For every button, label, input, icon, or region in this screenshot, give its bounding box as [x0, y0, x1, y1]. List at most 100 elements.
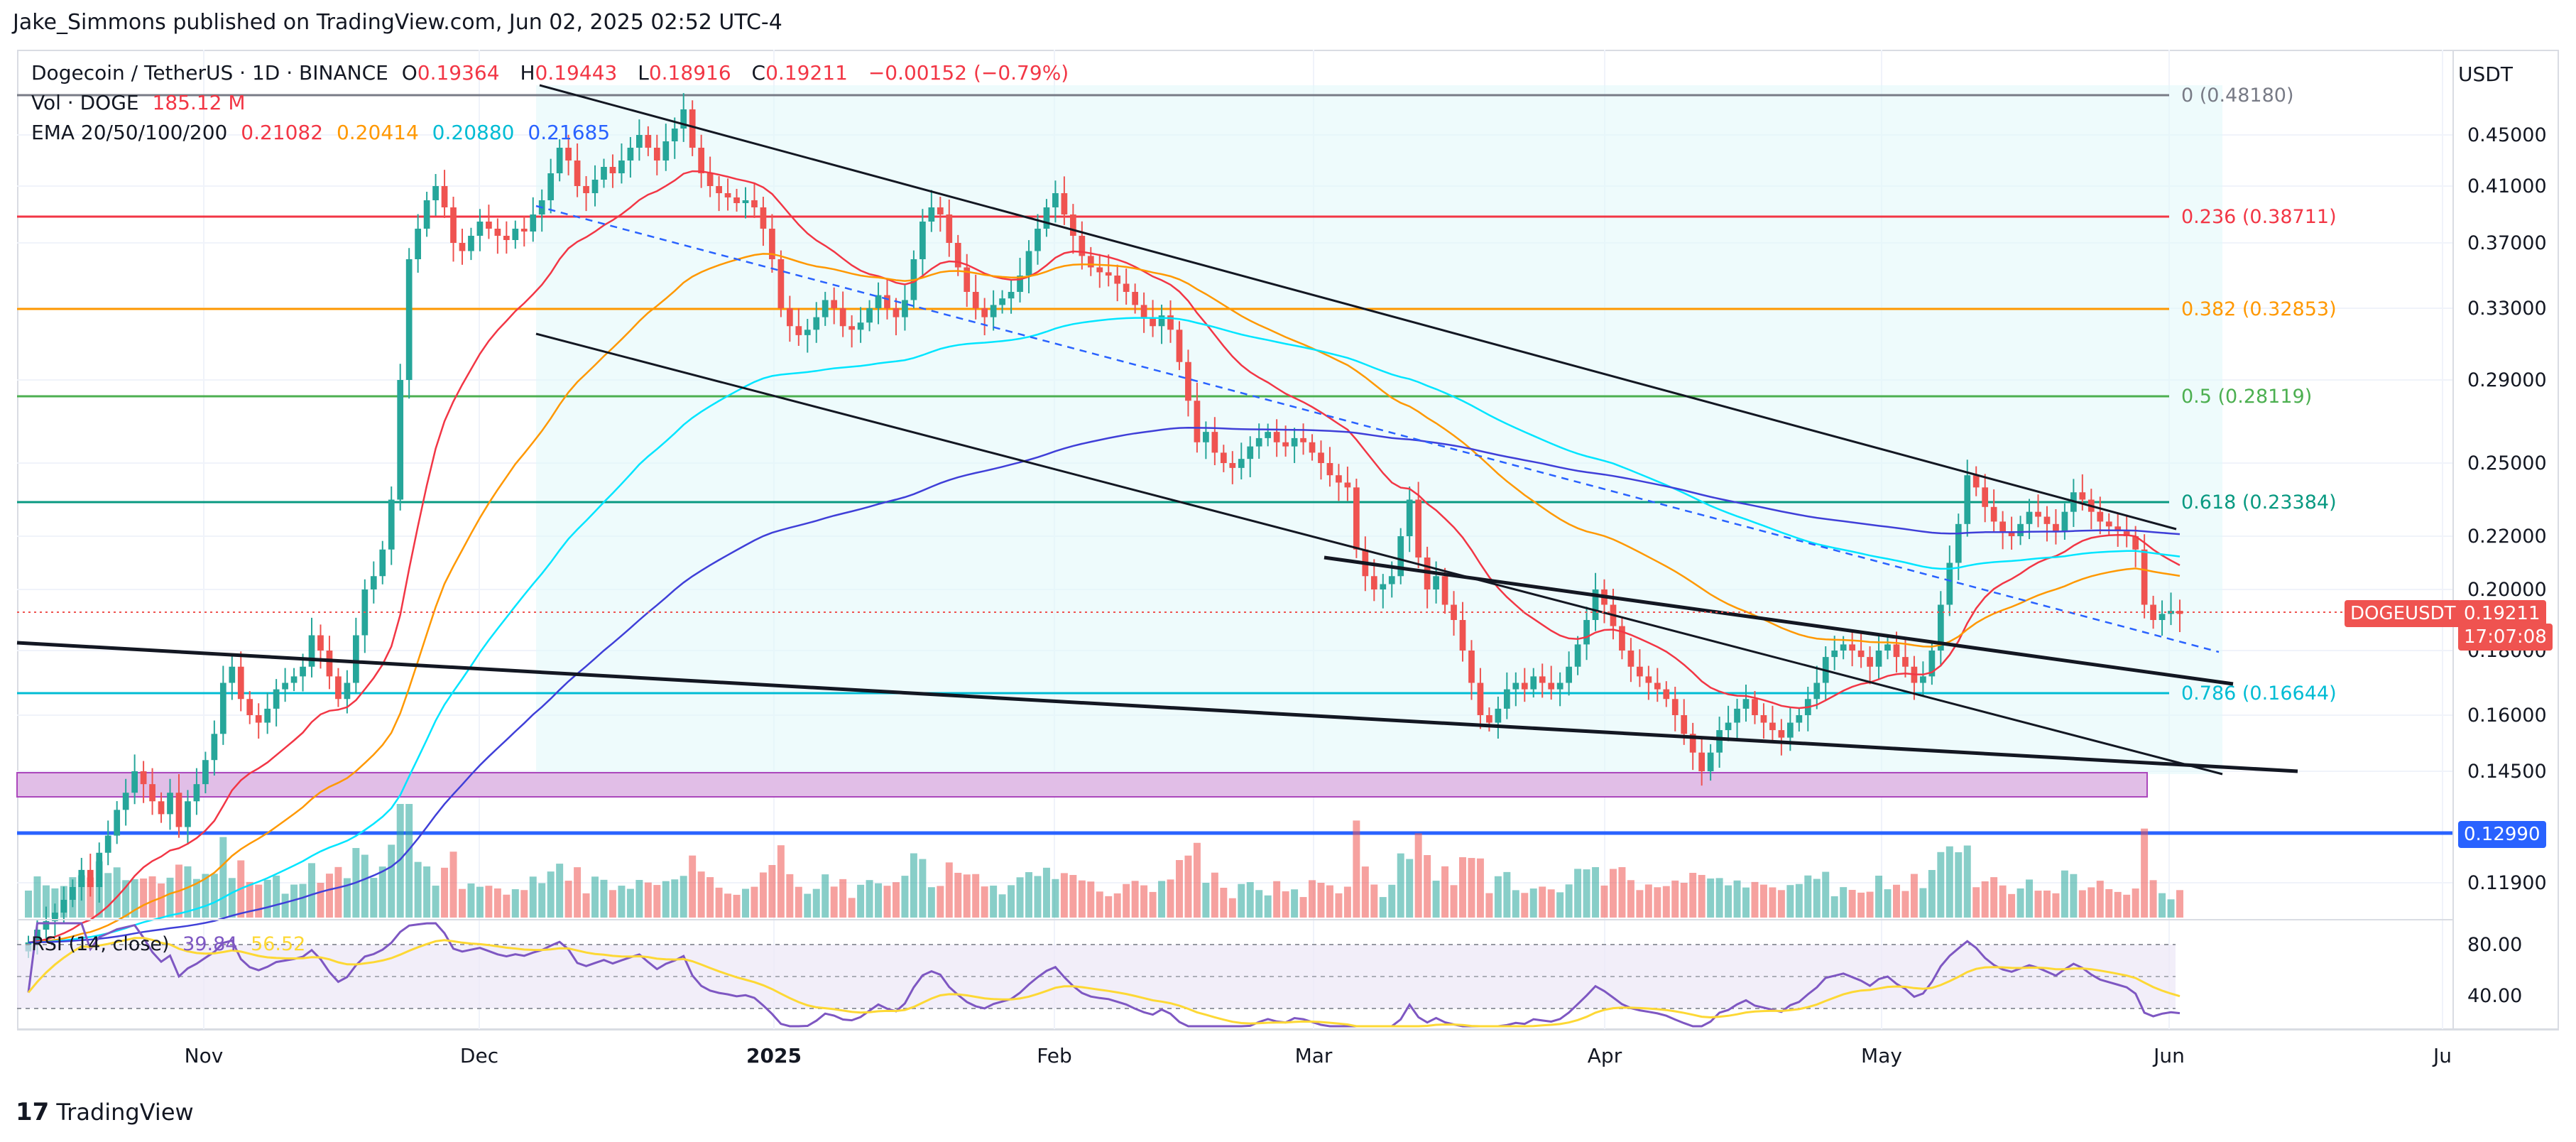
candle-body [1220, 452, 1227, 463]
volume-bar [919, 859, 927, 918]
volume-bar [192, 879, 200, 918]
volume-bar [2123, 894, 2131, 918]
candle-body [2017, 523, 2024, 536]
candle-body [520, 229, 528, 232]
volume-bar [1795, 883, 1803, 918]
price-axis-label: 0.20000 [2467, 579, 2547, 601]
volume-bar [2159, 893, 2166, 918]
volume-bar [459, 888, 466, 918]
candle-body [1052, 193, 1059, 207]
time-axis-label: Jun [2152, 1044, 2185, 1067]
volume-bar [273, 875, 280, 918]
volume-bar [910, 853, 917, 918]
candle-body [689, 109, 696, 148]
volume-bar [396, 804, 404, 918]
volume-bar [1317, 883, 1325, 918]
volume-bar [777, 845, 785, 918]
candle-body [1548, 683, 1555, 690]
volume-bar [1972, 887, 1980, 918]
candle-body [1025, 251, 1032, 276]
candle-body [822, 300, 829, 317]
volume-bar [653, 885, 661, 918]
volume-bar [1485, 893, 1493, 918]
volume-bar [2016, 888, 2024, 918]
volume-bar [1167, 879, 1174, 918]
candle-body [335, 676, 342, 700]
candle-body [1920, 676, 1926, 683]
candle-body [990, 305, 997, 317]
candle-body [1867, 657, 1873, 667]
candle-body [2008, 531, 2015, 536]
volume-bars [25, 804, 2183, 918]
volume-bar [33, 876, 41, 918]
candle-body [2141, 549, 2148, 605]
volume-bar [414, 861, 422, 918]
candle-body [706, 173, 714, 186]
volume-bar [1246, 882, 1254, 918]
time-axis-label: May [1861, 1044, 1902, 1067]
ema-legend[interactable]: EMA 20/50/100/200 0.21082 0.20414 0.2088… [31, 121, 617, 144]
candle-body [158, 801, 165, 815]
rsi-legend[interactable]: RSI (14, close) 39.84 56.52 [31, 933, 312, 955]
candle-body [1353, 487, 1360, 550]
candle-body [1840, 644, 1847, 651]
candle-body [282, 683, 288, 690]
volume-bar [148, 876, 156, 918]
volume-bar [1131, 881, 1139, 918]
volume-bar [467, 883, 475, 918]
volume-bar [1105, 896, 1113, 918]
candle-body [1291, 437, 1298, 447]
price-axis-label: 0.14500 [2467, 761, 2547, 783]
candle-body [264, 708, 271, 723]
candle-body [653, 148, 660, 161]
candle-body [1380, 584, 1387, 589]
candle-body [857, 322, 864, 330]
volume-bar [1353, 820, 1360, 918]
volume-bar [1893, 884, 1900, 918]
volume-legend[interactable]: Vol · DOGE 185.12 M [31, 91, 253, 114]
volume-bar [1609, 869, 1617, 918]
candle-body [1309, 442, 1316, 453]
volume-bar [2105, 888, 2113, 918]
volume-bar [1370, 884, 1378, 918]
candle-body [1096, 267, 1103, 273]
candle-body [1238, 459, 1245, 468]
volume-bar [1264, 895, 1272, 918]
volume-bar [1034, 876, 1042, 918]
price-axis-label: 0.16000 [2467, 705, 2547, 727]
candle-body [1707, 752, 1714, 771]
currency-label[interactable]: USDT [2458, 62, 2513, 86]
candle-body [1150, 317, 1156, 327]
rsi-line [27, 922, 2181, 1028]
ema-100-line [28, 317, 2181, 944]
candle-body [1229, 463, 1236, 468]
candle-body [1495, 708, 1502, 723]
candle-body [627, 148, 634, 161]
symbol-legend[interactable]: Dogecoin / TetherUS · 1D · BINANCE O0.19… [31, 61, 1076, 85]
brand-name: TradingView [56, 1099, 194, 1126]
volume-bar [1786, 885, 1794, 918]
volume-bar [857, 884, 865, 918]
fib-level-label: 0.618 (0.23384) [2181, 491, 2337, 513]
candle-body [769, 229, 775, 259]
rsi-ma-value: 56.52 [251, 933, 306, 955]
candle-body [1972, 475, 1980, 488]
candle-body [34, 930, 40, 942]
volume-bar [51, 888, 59, 918]
candle-body [96, 852, 103, 887]
volume-bar [343, 878, 351, 918]
candle-body [2114, 526, 2122, 532]
volume-bar [689, 855, 697, 918]
support-price-tag: 0.12990 [2458, 821, 2546, 848]
volume-bar [591, 876, 599, 918]
volume-bar [1184, 855, 1192, 918]
tradingview-logo[interactable]: 17 TradingView [16, 1098, 194, 1126]
candle-body [777, 259, 785, 308]
candle-body [1468, 651, 1475, 683]
candle-body [300, 666, 306, 677]
candle-body [1893, 644, 1900, 658]
candle-body [1451, 604, 1457, 620]
candle-body [964, 267, 971, 292]
candle-body [902, 300, 908, 317]
